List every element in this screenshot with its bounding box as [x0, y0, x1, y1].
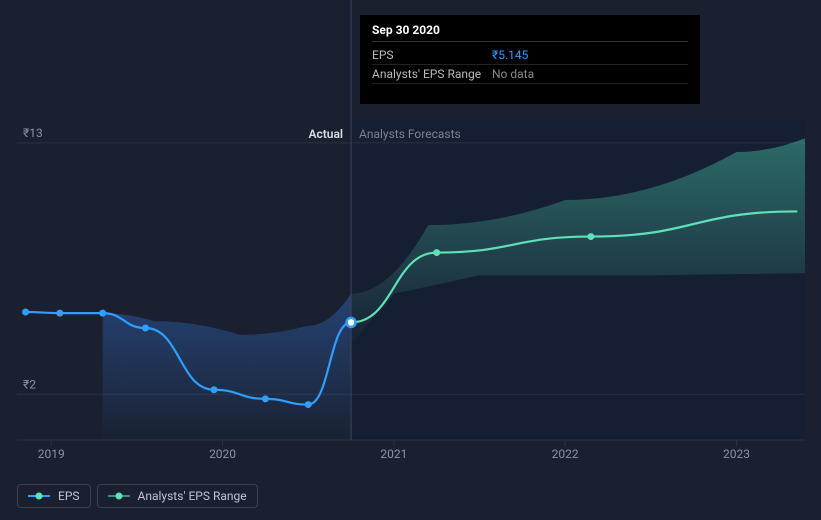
svg-text:Analysts Forecasts: Analysts Forecasts — [359, 127, 461, 141]
legend-glyph-icon — [28, 491, 50, 501]
tooltip-row-value: ₹5.145 — [492, 48, 528, 62]
legend-item[interactable]: Analysts' EPS Range — [97, 484, 258, 508]
svg-text:2021: 2021 — [380, 447, 407, 461]
svg-text:₹2: ₹2 — [23, 377, 36, 391]
legend-item[interactable]: EPS — [17, 484, 91, 508]
svg-text:2023: 2023 — [723, 447, 750, 461]
svg-text:Actual: Actual — [308, 127, 343, 141]
legend-glyph-icon — [108, 491, 130, 501]
legend-label: EPS — [58, 489, 80, 503]
tooltip-row: Analysts' EPS RangeNo data — [372, 65, 688, 84]
hover-tooltip: Sep 30 2020 EPS₹5.145Analysts' EPS Range… — [360, 15, 700, 104]
tooltip-row-label: Analysts' EPS Range — [372, 67, 492, 81]
legend-label: Analysts' EPS Range — [138, 489, 247, 503]
tooltip-date: Sep 30 2020 — [372, 23, 688, 42]
svg-text:₹13: ₹13 — [23, 126, 43, 140]
legend: EPS Analysts' EPS Range — [17, 484, 258, 508]
svg-text:2019: 2019 — [38, 447, 65, 461]
tooltip-row-label: EPS — [372, 48, 492, 62]
tooltip-row-value: No data — [492, 67, 534, 81]
svg-text:2020: 2020 — [209, 447, 236, 461]
svg-text:2022: 2022 — [552, 447, 579, 461]
tooltip-rows: EPS₹5.145Analysts' EPS RangeNo data — [372, 46, 688, 84]
tooltip-row: EPS₹5.145 — [372, 46, 688, 65]
